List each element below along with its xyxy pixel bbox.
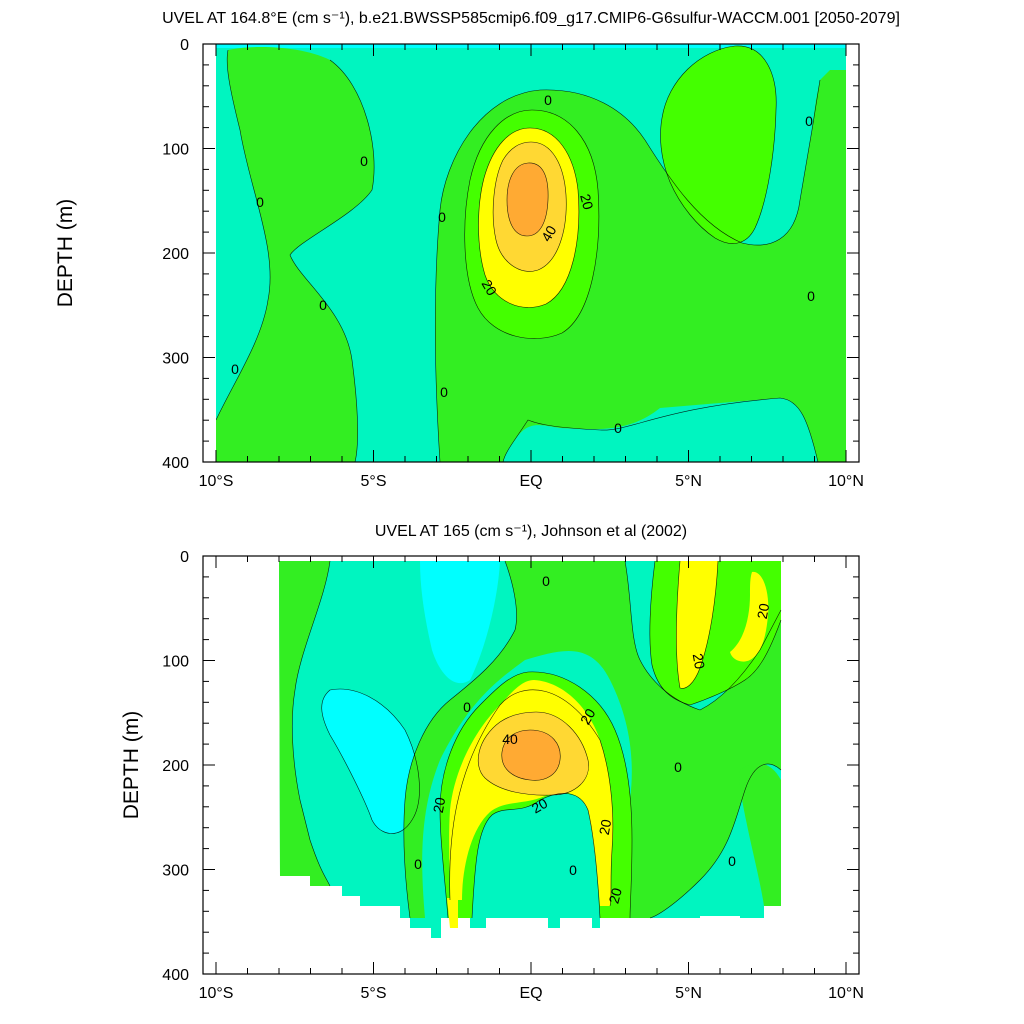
bottom-y-tick-label: 300 xyxy=(162,863,189,880)
top-x-tick-label: EQ xyxy=(519,473,542,490)
bottom-contour-line-0-west xyxy=(291,560,331,887)
top-contour-line-0-left-b xyxy=(289,59,375,462)
bottom-band-30-40-ne-patch xyxy=(730,571,769,662)
bottom-x-tick-label: 10°S xyxy=(199,985,234,1002)
top-band-20-30-ne xyxy=(660,45,777,244)
top-panel: UVEL AT 164.8°E (cm s⁻¹), b.e21.BWSSP585… xyxy=(54,10,900,490)
top-contour-line-0-left xyxy=(216,49,271,421)
bottom-contour-line-40 xyxy=(477,711,589,796)
bottom-contour-line-0-east xyxy=(624,560,782,711)
top-contour-label: 0 xyxy=(805,113,813,129)
bottom-contour-line-west-negative xyxy=(321,688,420,834)
bottom-band-30-40-south xyxy=(447,898,458,928)
top-y-tick-label: 400 xyxy=(162,455,189,472)
top-x-tick-label: 10°N xyxy=(828,473,864,490)
top-contour-label: 0 xyxy=(319,297,327,313)
bottom-band-10-20-central xyxy=(403,561,781,918)
top-contour-labels: 0 0 0 0 0 0 0 0 0 0 20 40 20 xyxy=(231,92,815,436)
top-y-tick-label: 0 xyxy=(180,37,189,54)
top-contour-label: 0 xyxy=(440,384,448,400)
top-band-10-20-left xyxy=(216,47,375,462)
top-contour-line-50 xyxy=(506,162,549,237)
bottom-y-tick-label: 0 xyxy=(180,549,189,566)
bottom-contour-label: 0 xyxy=(463,699,471,715)
top-panel-title: UVEL AT 164.8°E (cm s⁻¹), b.e21.BWSSP585… xyxy=(162,10,900,27)
bottom-x-tick-label: EQ xyxy=(519,985,542,1002)
bottom-y-tick-label: 100 xyxy=(162,654,189,671)
bottom-band-30-40-ne-strip xyxy=(676,561,718,689)
bottom-contour-line-0-central xyxy=(403,560,517,919)
bottom-band-10-20-west xyxy=(279,561,330,886)
bottom-contour-label: 20 xyxy=(430,796,448,814)
bottom-contour-line-50 xyxy=(501,729,561,781)
bottom-band-10-20-east xyxy=(739,763,781,906)
top-contour-label: 0 xyxy=(807,288,815,304)
bottom-contour-line-ne-strip xyxy=(675,560,719,689)
bottom-contour-line-ne xyxy=(649,560,782,706)
bottom-y-tick-label: 400 xyxy=(162,967,189,984)
bottom-band-50-60 xyxy=(501,730,561,781)
bottom-contour-line-20-inner xyxy=(471,793,601,919)
top-contour-label: 0 xyxy=(544,92,552,108)
bottom-contour-label: 20 xyxy=(529,795,551,817)
bottom-x-tick-label: 5°S xyxy=(361,985,387,1002)
bottom-y-axis-label: DEPTH (m) xyxy=(120,711,143,820)
top-contour-label: 0 xyxy=(360,153,368,169)
bottom-contour-label: 20 xyxy=(754,602,772,620)
top-contour-line-0-bottom xyxy=(502,397,819,462)
bottom-contour-label: 0 xyxy=(728,853,736,869)
top-x-tick-label: 5°N xyxy=(675,473,702,490)
top-contour-label: 20 xyxy=(479,277,501,299)
top-y-tick-label: 200 xyxy=(162,246,189,263)
top-contour-line-40 xyxy=(492,141,567,272)
bottom-band-negative-north xyxy=(420,561,500,684)
bottom-contour-label: 40 xyxy=(502,731,518,747)
top-contour-line-30 xyxy=(478,127,580,308)
bottom-contour-labels: 0 0 40 20 20 20 20 0 0 0 0 20 20 20 xyxy=(414,573,772,905)
top-y-axis-label: DEPTH (m) xyxy=(54,199,77,308)
bottom-contour-fills xyxy=(279,560,782,938)
bottom-panel: UVEL AT 165 (cm s⁻¹), Johnson et al (200… xyxy=(120,523,864,1002)
top-contour-line-20 xyxy=(464,109,600,339)
top-x-tick-label: 5°S xyxy=(361,473,387,490)
bottom-contour-label: 0 xyxy=(542,573,550,589)
top-contour-line-0-center xyxy=(435,79,821,462)
bottom-contour-label: 20 xyxy=(605,886,625,905)
bottom-contour-line-0-se xyxy=(649,763,782,919)
top-y-tick-label: 100 xyxy=(162,142,189,159)
top-contour-fills xyxy=(216,44,846,462)
top-contour-label: 0 xyxy=(231,361,239,377)
top-x-tick-label: 10°S xyxy=(199,473,234,490)
bottom-contour-label: 0 xyxy=(569,862,577,878)
bottom-panel-title: UVEL AT 165 (cm s⁻¹), Johnson et al (200… xyxy=(375,523,687,540)
bottom-contour-label: 20 xyxy=(577,706,599,728)
bottom-band-negative-west xyxy=(321,689,420,834)
bottom-x-tick-label: 10°N xyxy=(828,985,864,1002)
bottom-contour-label: 0 xyxy=(674,759,682,775)
top-contour-label: 40 xyxy=(538,223,560,245)
top-contour-label: 0 xyxy=(614,420,622,436)
top-band-50-60 xyxy=(507,162,549,236)
bottom-x-tick-label: 5°N xyxy=(675,985,702,1002)
top-contour-label: 0 xyxy=(256,194,264,210)
top-contour-label: 0 xyxy=(438,209,446,225)
bottom-y-tick-label: 200 xyxy=(162,758,189,775)
bottom-contour-label: 20 xyxy=(596,818,614,836)
bottom-contour-line-20 xyxy=(439,671,633,919)
top-contour-line-ne xyxy=(660,45,777,244)
bottom-contour-label: 20 xyxy=(690,652,708,670)
top-y-tick-label: 300 xyxy=(162,351,189,368)
bottom-contour-label: 0 xyxy=(414,856,422,872)
top-contour-label: 20 xyxy=(577,192,597,211)
